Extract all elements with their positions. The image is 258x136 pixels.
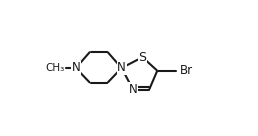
Text: N: N: [129, 83, 138, 96]
Text: CH₃: CH₃: [46, 63, 65, 73]
Text: S: S: [139, 51, 147, 64]
Text: N: N: [117, 61, 126, 75]
Text: N: N: [71, 61, 80, 75]
Text: Br: Br: [180, 64, 193, 77]
